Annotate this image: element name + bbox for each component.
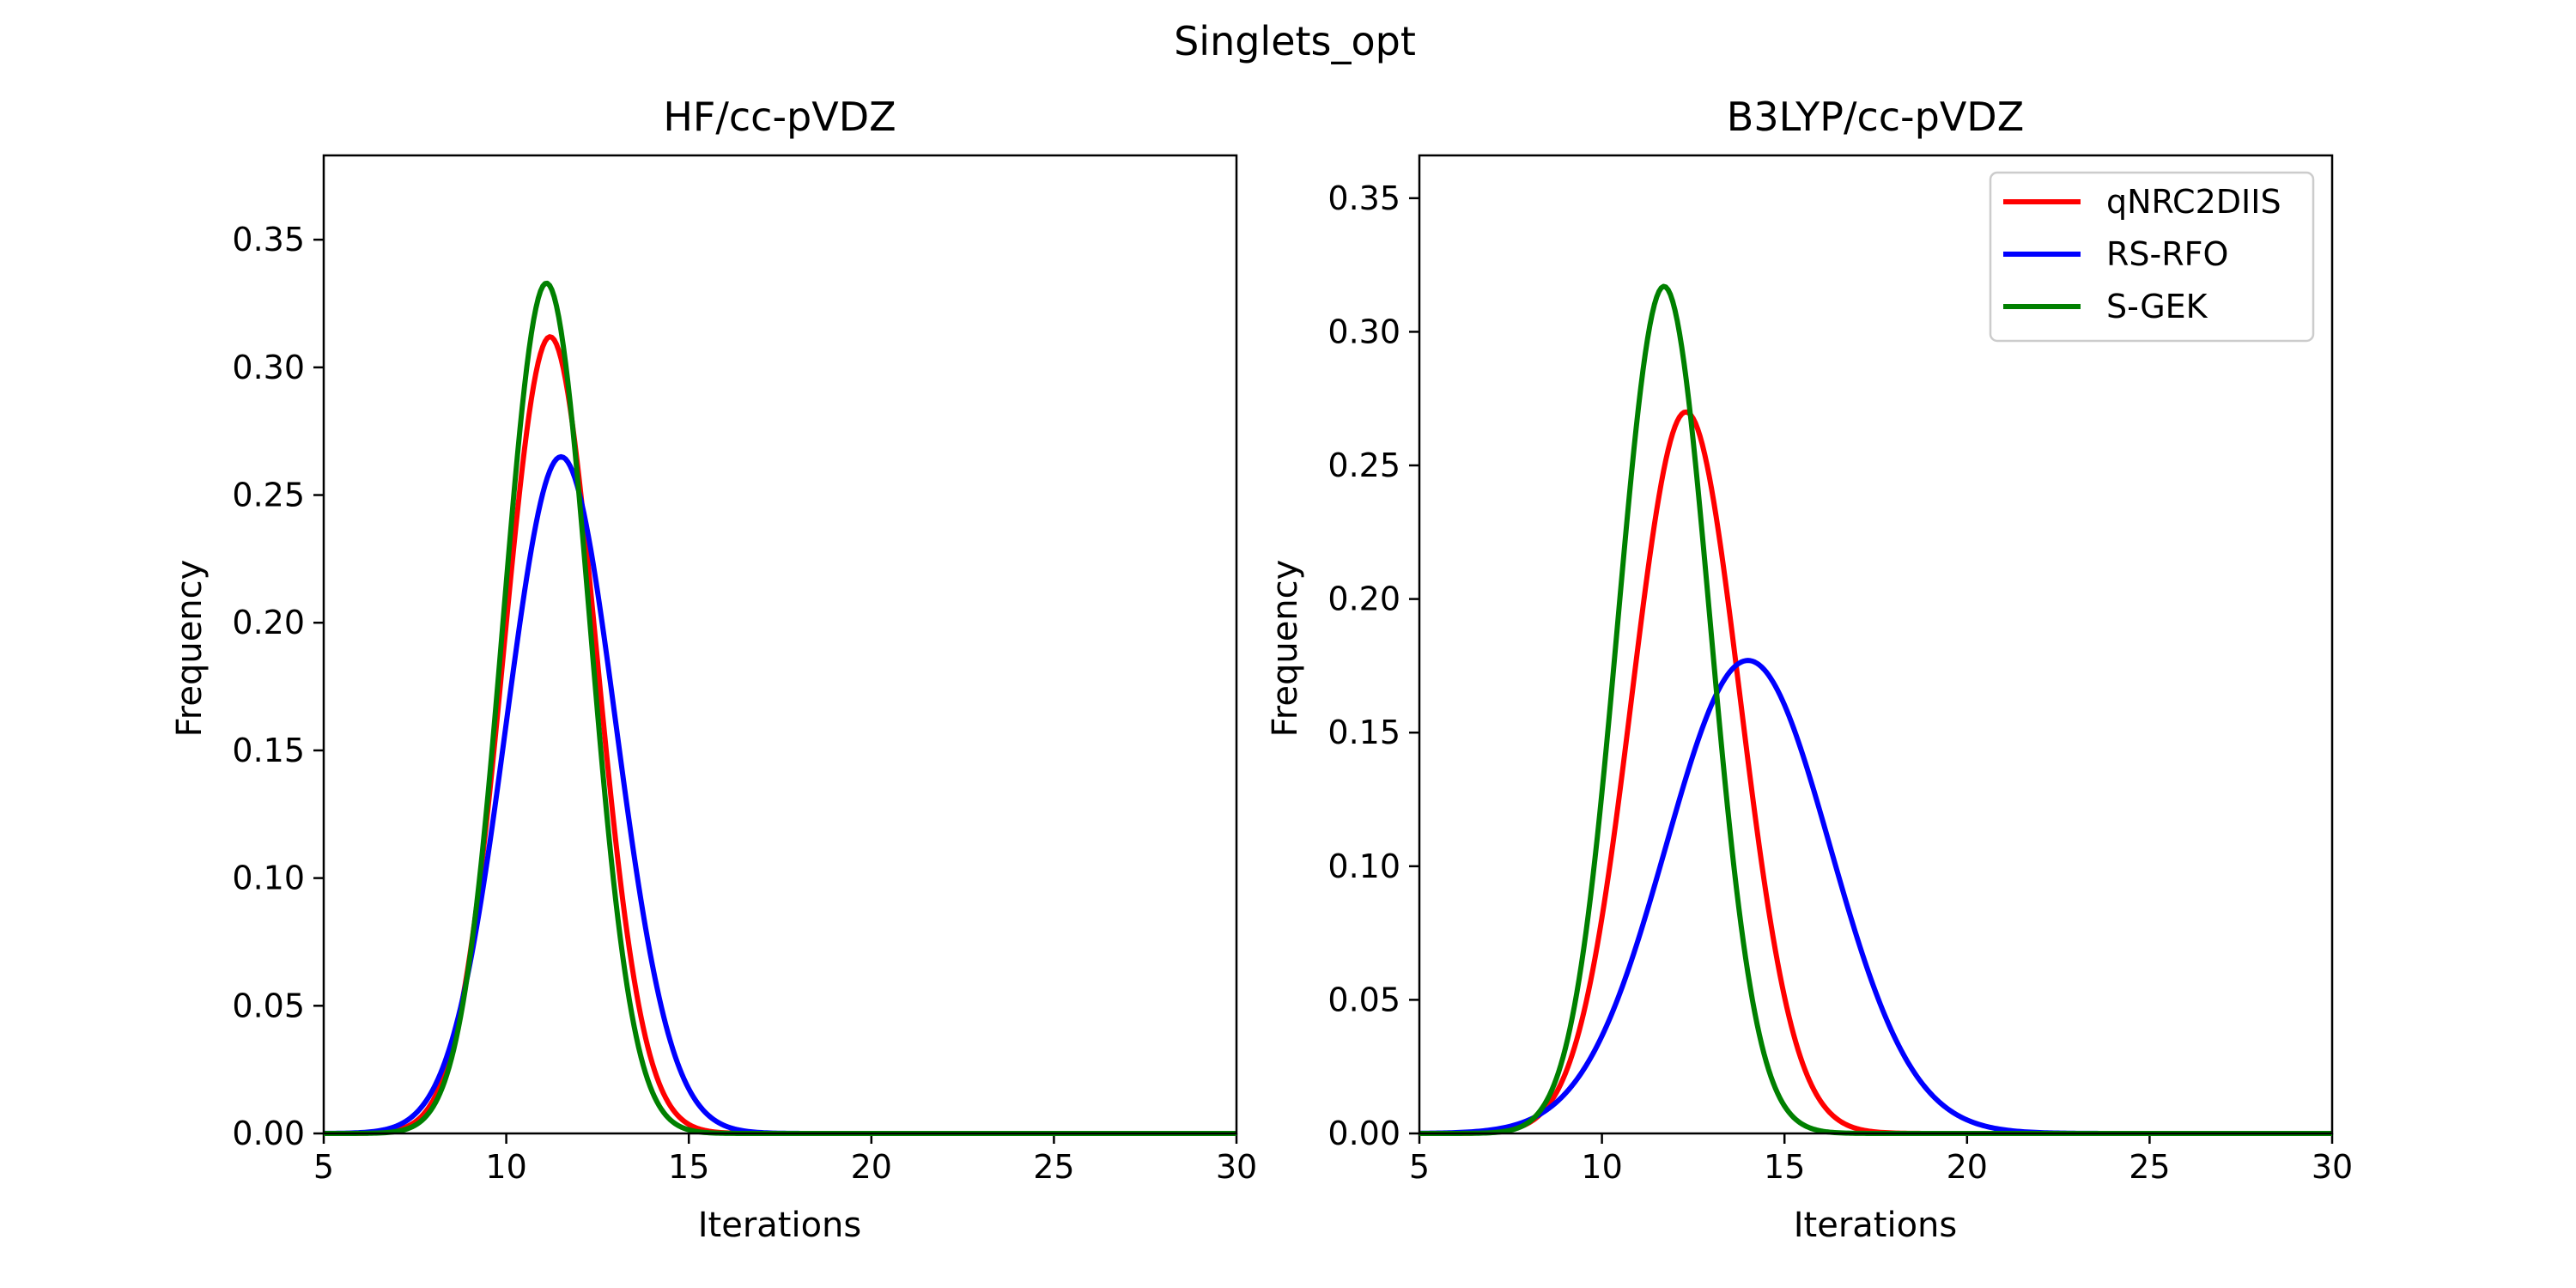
x-axis-label: Iterations bbox=[698, 1206, 862, 1245]
legend-box bbox=[1989, 171, 2315, 343]
figure-suptitle: Singlets_opt bbox=[1174, 18, 1416, 64]
x-axis-label: Iterations bbox=[1794, 1206, 1958, 1245]
legend-label-rs-rfo: RS-RFO bbox=[2106, 235, 2228, 273]
y-axis-label: Frequency bbox=[1266, 560, 1305, 738]
x-tick-label: 10 bbox=[485, 1148, 526, 1186]
y-tick-label: 0.30 bbox=[232, 349, 305, 386]
x-tick-label: 30 bbox=[2312, 1148, 2353, 1186]
x-tick-label: 5 bbox=[1409, 1148, 1430, 1186]
y-tick-label: 0.05 bbox=[1327, 981, 1400, 1018]
y-tick-label: 0.25 bbox=[232, 477, 305, 514]
x-tick-label: 25 bbox=[1033, 1148, 1074, 1186]
x-tick-label: 20 bbox=[1947, 1148, 1988, 1186]
x-tick-label: 10 bbox=[1581, 1148, 1622, 1186]
y-tick-label: 0.20 bbox=[1327, 580, 1400, 618]
chart-title: HF/cc-pVDZ bbox=[663, 94, 896, 140]
y-tick-label: 0.15 bbox=[1327, 714, 1400, 751]
y-tick-label: 0.05 bbox=[232, 987, 305, 1024]
x-tick-label: 25 bbox=[2129, 1148, 2170, 1186]
y-tick-label: 0.35 bbox=[232, 221, 305, 258]
x-tick-label: 20 bbox=[851, 1148, 892, 1186]
chart-panel-hf: HF/cc-pVDZ Iterations Frequency 5 10 15 20 2… bbox=[170, 94, 1257, 1245]
x-tick-label: 5 bbox=[313, 1148, 334, 1186]
x-tick-label: 15 bbox=[668, 1148, 709, 1186]
x-tick-label: 15 bbox=[1764, 1148, 1805, 1186]
plot-frame bbox=[322, 154, 1238, 1135]
y-tick-label: 0.10 bbox=[1327, 848, 1400, 885]
axis-ticks: 5 10 15 20 25 30 0.00 0.05 0.10 0.15 0.20 0.25 0.30 0… bbox=[1327, 179, 2353, 1186]
legend: qNRC2DIIS RS-RFO S-GEK bbox=[1989, 171, 2315, 343]
y-axis-label: Frequency bbox=[170, 560, 210, 738]
y-tick-label: 0.00 bbox=[1327, 1115, 1400, 1152]
legend-label-qnrc2diis: qNRC2DIIS bbox=[2106, 183, 2281, 221]
y-tick-label: 0.25 bbox=[1327, 447, 1400, 484]
x-tick-label: 30 bbox=[1216, 1148, 1257, 1186]
chart-title: B3LYP/cc-pVDZ bbox=[1727, 94, 2024, 140]
chart-panel-b3lyp: B3LYP/cc-pVDZ Iterations Frequency 5 10 15… bbox=[1266, 94, 2353, 1245]
y-tick-label: 0.35 bbox=[1327, 179, 1400, 217]
y-tick-label: 0.00 bbox=[232, 1115, 305, 1152]
y-tick-label: 0.10 bbox=[232, 860, 305, 897]
y-tick-label: 0.20 bbox=[232, 604, 305, 641]
y-tick-label: 0.15 bbox=[232, 732, 305, 769]
y-tick-label: 0.30 bbox=[1327, 313, 1400, 350]
axis-ticks: 5 10 15 20 25 30 0.00 0.05 0.10 0.15 0.20 0.25 0.30 0… bbox=[232, 221, 1257, 1186]
legend-label-s-gek: S-GEK bbox=[2106, 288, 2208, 325]
plot-frame bbox=[1418, 154, 2334, 1135]
